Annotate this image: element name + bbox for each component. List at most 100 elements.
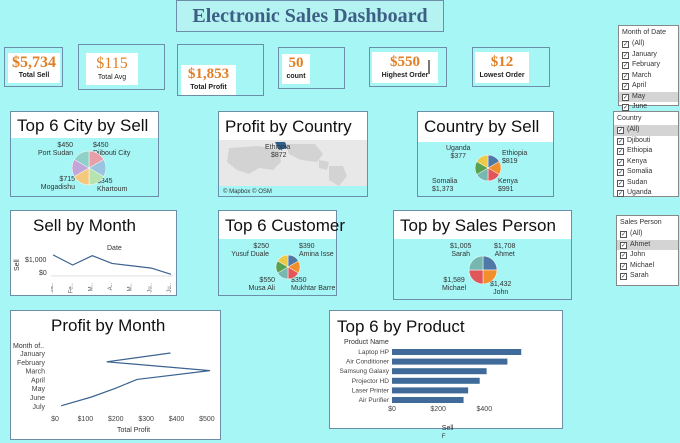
pie-label: $450 Djibouti City [93, 142, 131, 157]
filter-item-label: Sudan [627, 178, 648, 186]
filter-item-somalia[interactable]: ✓ Somalia [614, 167, 678, 178]
filter-item-djibouti[interactable]: ✓ Djibouti [614, 136, 678, 147]
filter-item-label: Ahmet [630, 240, 651, 248]
checkbox-icon[interactable]: ✓ [622, 83, 629, 90]
filter-item-label: April [632, 82, 647, 89]
filter-item-all[interactable]: ✓ (All) [617, 229, 678, 240]
kpi-value: $12 [490, 54, 514, 70]
scrollbar-handle[interactable] [428, 60, 430, 74]
bar[interactable] [392, 387, 469, 394]
panel-title: Country by Sell [418, 112, 553, 142]
x-tick-label: M.. [88, 283, 94, 292]
bar[interactable] [392, 358, 508, 365]
checkbox-icon[interactable]: ✓ [620, 273, 627, 280]
x-tick-label: $0 [51, 416, 59, 423]
bar[interactable] [392, 349, 522, 355]
filter-item-march[interactable]: ✓ March [619, 71, 678, 82]
product-chart[interactable]: Laptop HP Air Conditioner Samsung Galaxy Pr… [330, 345, 562, 415]
checkbox-icon[interactable]: ✓ [622, 72, 629, 80]
customer-pie[interactable] [275, 253, 301, 281]
bar-label: Laptop HP [358, 349, 389, 356]
checkbox-icon[interactable]: ✓ [617, 169, 624, 176]
filter-item-uganda[interactable]: ✓ Uganda [614, 188, 678, 199]
kpi-label: Total Profit [190, 84, 227, 91]
filter-item-ahmet[interactable]: ✓ Ahmet [617, 239, 678, 250]
y-tick: $0 [39, 270, 47, 277]
kpi-count: 50 count [278, 47, 345, 89]
bar[interactable] [392, 377, 480, 384]
checkbox-icon[interactable]: ✓ [617, 127, 624, 134]
x-tick-label: Ju.. [167, 283, 173, 293]
city-pie[interactable] [71, 150, 107, 186]
filter-item-michael[interactable]: ✓ Michael [617, 261, 678, 272]
checkbox-icon[interactable]: ✓ [620, 262, 627, 270]
checkbox-icon[interactable]: ✓ [622, 41, 629, 48]
filter-item-label: Uganda [627, 189, 652, 196]
filter-item-sarah[interactable]: ✓ Sarah [617, 271, 678, 282]
x-tick-label: $400 [169, 416, 185, 423]
checkbox-icon[interactable]: ✓ [617, 137, 624, 145]
filter-item-all[interactable]: ✓ (All) [614, 125, 678, 136]
filter-item-label: February [632, 61, 661, 68]
salesperson-pie[interactable] [468, 255, 498, 285]
dashboard-title: Electronic Sales Dashboard [192, 5, 428, 27]
panel-city-sell: Top 6 City by Sell $450 Port Sudan $450 … [10, 111, 159, 197]
checkbox-icon[interactable]: ✓ [622, 62, 629, 69]
filter-icon[interactable]: F [441, 434, 446, 440]
pie-slice[interactable] [277, 254, 289, 268]
pie-slice[interactable] [73, 150, 90, 169]
filter-item-january[interactable]: ✓ January [619, 50, 678, 61]
checkbox-icon[interactable]: ✓ [620, 252, 627, 259]
series-line[interactable] [52, 254, 172, 275]
filter-item-label: Kenya [627, 157, 647, 165]
axis-header[interactable]: Product Name [344, 339, 389, 346]
map-land [319, 160, 329, 170]
filter-item-ethiopia[interactable]: ✓ Ethiopia [614, 146, 678, 157]
filter-item-all[interactable]: ✓ (All) [619, 39, 678, 50]
filter-country: Country ✓ (All) ✓ Djibouti ✓ Ethiopia ✓ Kenya ✓ S… [613, 111, 679, 197]
checkbox-icon[interactable]: ✓ [622, 104, 629, 111]
series-line[interactable] [60, 352, 211, 407]
filter-item-may[interactable]: ✓ May [619, 91, 678, 102]
checkbox-icon[interactable]: ✓ [617, 148, 624, 155]
map-land [285, 144, 323, 162]
filter-item-john[interactable]: ✓ John [617, 250, 678, 261]
pie-slice[interactable] [476, 154, 489, 169]
kpi-value: 50 [288, 55, 304, 71]
panel-product: Top 6 by Product Product Name Laptop HP A… [329, 310, 563, 440]
kpi-highest-order: $550 Highest Order [369, 47, 447, 87]
pie-slice[interactable] [468, 269, 484, 285]
x-tick-label: Ju.. [147, 283, 153, 293]
checkbox-icon[interactable]: ✓ [620, 231, 627, 238]
filter-item-kenya[interactable]: ✓ Kenya [614, 157, 678, 168]
x-tick-label: $200 [430, 406, 446, 413]
checkbox-icon[interactable]: ✓ [622, 51, 629, 59]
axis-header[interactable]: Month of.. [13, 343, 45, 350]
panel-title: Profit by Country [219, 112, 367, 140]
map-attribution[interactable]: © Mapbox © OSM [223, 189, 272, 195]
y-tick-label: June [30, 395, 45, 402]
bar[interactable] [392, 368, 487, 375]
pie-slice[interactable] [482, 255, 498, 271]
checkbox-icon[interactable]: ✓ [617, 158, 624, 166]
filter-item-sudan[interactable]: ✓ Sudan [614, 178, 678, 189]
dashboard-title-box: Electronic Sales Dashboard [176, 0, 444, 32]
pie-slice[interactable] [482, 269, 498, 285]
filter-item-february[interactable]: ✓ February [619, 60, 678, 71]
checkbox-icon[interactable]: ✓ [617, 190, 624, 197]
bar[interactable] [392, 397, 464, 403]
pie-slice[interactable] [468, 255, 484, 271]
checkbox-icon[interactable]: ✓ [617, 179, 624, 187]
filter-item-label: Ethiopia [627, 147, 653, 154]
country-pie[interactable] [474, 154, 502, 182]
checkbox-icon[interactable]: ✓ [622, 93, 629, 101]
filter-item-april[interactable]: ✓ April [619, 81, 678, 92]
sell-month-chart[interactable]: Ja.. Fe.. M.. A.. M.. Ju.. Ju.. [51, 249, 173, 295]
filter-salesperson: Sales Person ✓ (All) ✓ Ahmet ✓ John ✓ Michael ✓ S… [616, 215, 679, 286]
checkbox-icon[interactable]: ✓ [620, 241, 627, 249]
pie-label: $1,589 Michael [442, 277, 467, 292]
panel-title: Profit by Month [11, 311, 220, 339]
africa-map[interactable] [219, 140, 367, 196]
filter-item-june[interactable]: ✓ June [619, 102, 678, 113]
